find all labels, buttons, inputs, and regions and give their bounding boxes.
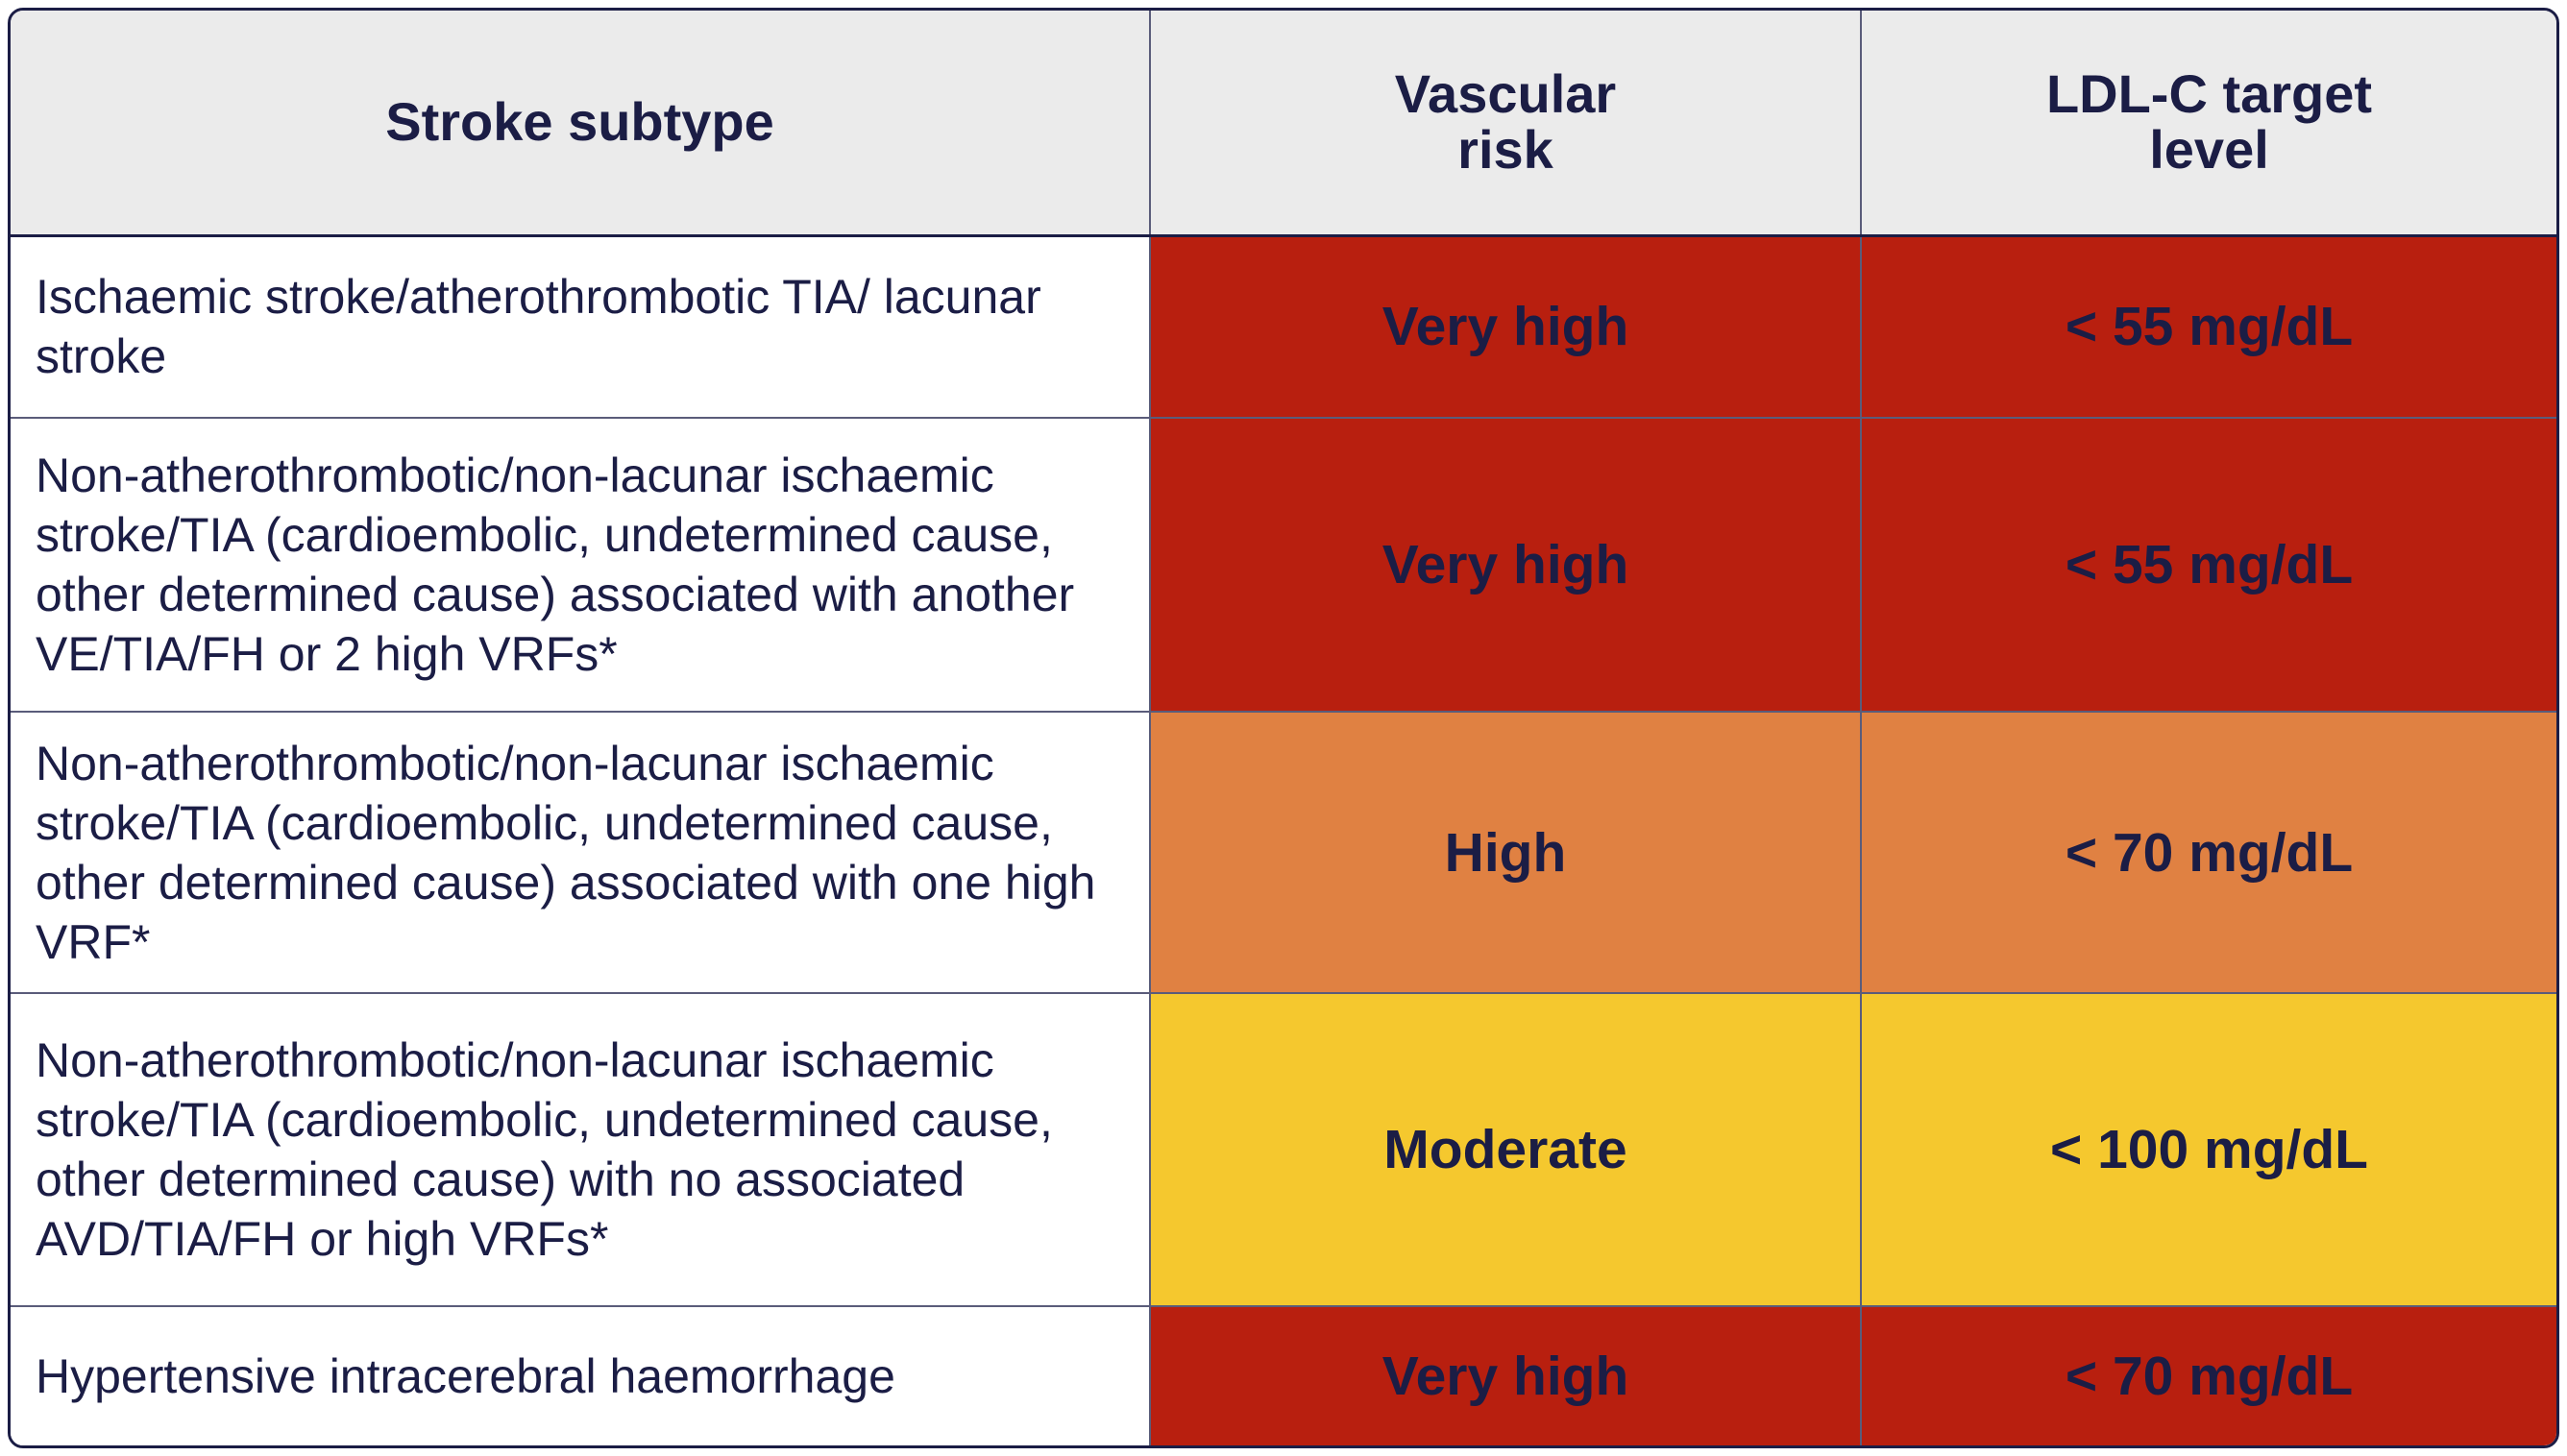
- table-row: Hypertensive intracerebral haemorrhage V…: [11, 1305, 2556, 1445]
- ldl-target-cell: < 70 mg/dL: [1860, 711, 2556, 994]
- table-row: Non-atherothrombotic/non-lacunar ischaem…: [11, 992, 2556, 1307]
- stroke-subtype-cell: Ischaemic stroke/atherothrombotic TIA/ l…: [11, 234, 1151, 419]
- vascular-risk-cell: Very high: [1149, 417, 1862, 713]
- ldl-target-cell: < 100 mg/dL: [1860, 992, 2556, 1307]
- header-stroke-subtype-label: Stroke subtype: [385, 91, 774, 153]
- vascular-risk-cell: Very high: [1149, 1305, 1862, 1445]
- header-vascular-risk-line2: risk: [1457, 119, 1553, 181]
- ldl-target-cell: < 55 mg/dL: [1860, 234, 2556, 419]
- stroke-risk-table: Stroke subtype Vascular risk LDL-C targe…: [11, 11, 2556, 1445]
- table-row: Non-atherothrombotic/non-lacunar ischaem…: [11, 417, 2556, 713]
- table-row: Non-atherothrombotic/non-lacunar ischaem…: [11, 711, 2556, 994]
- vascular-risk-cell: Moderate: [1149, 992, 1862, 1307]
- header-ldl-target: LDL-C target level: [1860, 11, 2556, 237]
- header-row: Stroke subtype Vascular risk LDL-C targe…: [11, 11, 2556, 237]
- header-vascular-risk-line1: Vascular: [1394, 63, 1617, 125]
- stroke-subtype-cell: Hypertensive intracerebral haemorrhage: [11, 1305, 1151, 1445]
- vascular-risk-cell: Very high: [1149, 234, 1862, 419]
- stroke-subtype-cell: Non-atherothrombotic/non-lacunar ischaem…: [11, 992, 1151, 1307]
- header-stroke-subtype: Stroke subtype: [11, 11, 1151, 237]
- ldl-target-cell: < 70 mg/dL: [1860, 1305, 2556, 1445]
- stroke-subtype-cell: Non-atherothrombotic/non-lacunar ischaem…: [11, 417, 1151, 713]
- header-ldl-target-line1: LDL-C target: [2045, 63, 2373, 125]
- header-vascular-risk: Vascular risk: [1149, 11, 1862, 237]
- ldl-target-table: Stroke subtype Vascular risk LDL-C targe…: [8, 8, 2559, 1448]
- table-row: Ischaemic stroke/atherothrombotic TIA/ l…: [11, 234, 2556, 419]
- vascular-risk-cell: High: [1149, 711, 1862, 994]
- stroke-subtype-cell: Non-atherothrombotic/non-lacunar ischaem…: [11, 711, 1151, 994]
- header-ldl-target-line2: level: [2149, 119, 2269, 181]
- ldl-target-cell: < 55 mg/dL: [1860, 417, 2556, 713]
